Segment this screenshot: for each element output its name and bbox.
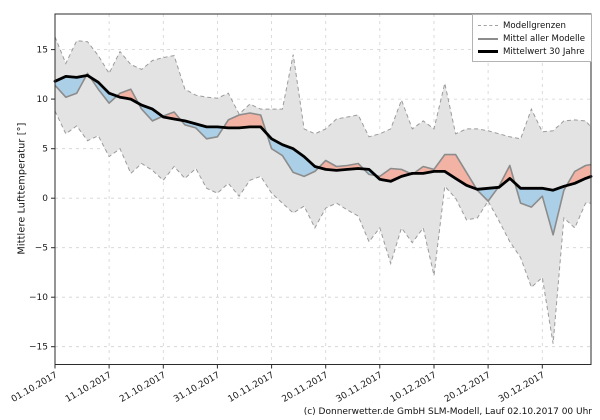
y-tick-label: −5 [35, 244, 48, 254]
x-tick-label: 20.11.2017 [281, 370, 331, 404]
thirty-year-mean-line [53, 74, 593, 192]
y-tick-label: 0 [42, 194, 48, 204]
gray-line-icon [478, 37, 498, 40]
y-axis-label: Mittlere Lufttemperatur [°] [16, 122, 28, 255]
lower-model-bound-line [54, 110, 591, 344]
dashed-line-icon [478, 25, 498, 26]
y-tick-label: −15 [29, 343, 48, 353]
legend-item-mittel-aller-modelle: Mittel aller Modelle [478, 32, 586, 45]
upper-model-bound-line [54, 36, 592, 140]
x-tick-label: 30.12.2017 [497, 370, 547, 404]
warm-anomaly-fill [566, 164, 591, 186]
y-tick-label: 10 [37, 95, 49, 105]
legend: Modellgrenzen Mittel aller Modelle Mitte… [472, 14, 592, 62]
legend-label: Mittel aller Modelle [503, 33, 586, 44]
cold-anomaly-fill [514, 183, 567, 235]
copyright-caption: (c) Donnerwetter.de GmbH SLM-Modell, Lau… [303, 407, 592, 417]
x-tick-label: 20.12.2017 [443, 370, 493, 404]
legend-label: Modellgrenzen [503, 20, 566, 31]
cold-anomaly-fill [138, 103, 163, 121]
y-tick-label: 15 [37, 46, 48, 56]
cold-anomaly-fill [89, 76, 117, 104]
black-line-icon [478, 50, 498, 53]
legend-label: Mittelwert 30 Jahre [503, 46, 585, 57]
cold-anomaly-fill [55, 75, 87, 98]
x-tick-label: 10.11.2017 [226, 370, 276, 404]
warm-anomaly-fill [375, 168, 411, 182]
model-range-band [55, 36, 591, 344]
x-tick-label: 11.10.2017 [64, 370, 114, 404]
legend-item-mittelwert-30-jahre: Mittelwert 30 Jahre [478, 45, 586, 58]
y-tick-label: 5 [42, 145, 48, 155]
model-mean-line [54, 72, 592, 236]
x-tick-label: 30.11.2017 [335, 370, 385, 404]
x-tick-label: 10.12.2017 [389, 370, 439, 404]
x-tick-label: 31.10.2017 [172, 370, 222, 404]
x-axis: 01.10.2017 11.10.2017 21.10.2017 31.10.2017… [10, 364, 547, 405]
cold-anomaly-fill [181, 120, 224, 139]
y-tick-label: −10 [29, 293, 48, 303]
y-axis: 15 10 5 0 −5 −10 −15 [29, 46, 55, 353]
x-tick-label: 21.10.2017 [118, 370, 168, 404]
legend-item-modellgrenzen: Modellgrenzen [478, 19, 586, 32]
plot-border [54, 13, 592, 365]
x-tick-label: 01.10.2017 [10, 370, 60, 404]
cold-anomaly-fill [476, 187, 499, 202]
